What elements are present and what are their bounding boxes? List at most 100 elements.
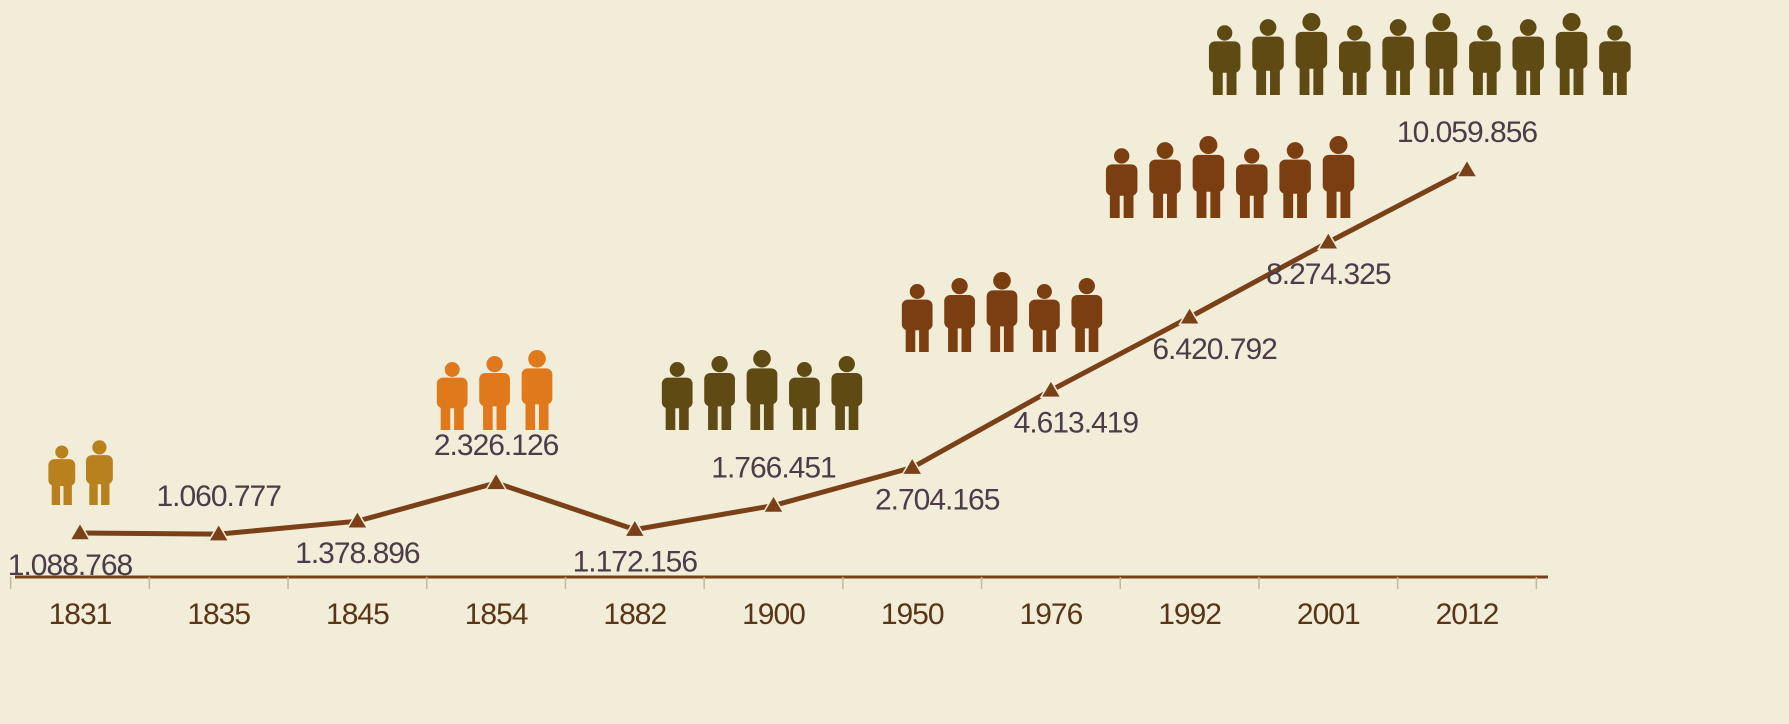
data-marker [623, 518, 647, 538]
person-leg [1386, 64, 1397, 95]
person-head [838, 356, 855, 373]
person-leg [1210, 185, 1221, 218]
person-head [1199, 136, 1218, 155]
data-marker [68, 521, 92, 541]
x-tick-label: 1835 [187, 598, 250, 631]
person-head [711, 356, 728, 373]
person-body [1252, 36, 1284, 71]
person-body [944, 295, 975, 329]
person-leg [1270, 64, 1280, 95]
data-marker [484, 471, 508, 491]
x-tick-label: 1845 [326, 598, 389, 631]
person-leg [1573, 62, 1584, 95]
person-body [1555, 31, 1588, 69]
person-body [789, 377, 820, 409]
person-head [1477, 25, 1493, 41]
x-tick-label: 1900 [742, 598, 805, 631]
person-leg [1313, 62, 1324, 95]
person-head [909, 284, 925, 299]
person-leg [708, 400, 718, 430]
x-tick-label: 2001 [1297, 598, 1360, 631]
person-leg [1003, 320, 1014, 352]
person-leg [1283, 187, 1294, 218]
person-leg [905, 324, 916, 352]
person-body [1339, 41, 1371, 73]
person-leg [835, 400, 845, 430]
person-head [669, 362, 685, 377]
person-head [528, 350, 546, 368]
value-label: 6.420.792 [1152, 333, 1277, 366]
person-leg [1486, 67, 1497, 95]
people-icon [436, 350, 553, 430]
x-tick-label: 1854 [465, 598, 528, 631]
people-icon [661, 350, 863, 430]
person-leg [101, 479, 110, 505]
person-body [1149, 159, 1181, 194]
person-leg [1123, 190, 1134, 218]
person-leg [919, 324, 929, 352]
person-leg [525, 398, 536, 430]
person-head [1347, 25, 1363, 41]
person-body [661, 377, 693, 409]
person-leg [665, 402, 676, 430]
person-leg [63, 481, 72, 505]
person-leg [1239, 190, 1250, 218]
person-body [901, 299, 933, 331]
people-icon [1105, 136, 1355, 218]
value-label: 2.704.165 [875, 484, 1000, 517]
person-leg [1088, 322, 1099, 352]
person-leg [1559, 62, 1570, 95]
data-marker [1039, 378, 1063, 399]
person-leg [806, 402, 816, 430]
person-head [1156, 142, 1174, 159]
person-leg [1212, 67, 1223, 95]
x-tick-label: 2012 [1436, 598, 1499, 631]
person-body [986, 290, 1018, 327]
person-body [1105, 164, 1138, 196]
person-leg [1340, 185, 1351, 218]
person-body [1469, 41, 1501, 73]
person-leg [51, 481, 61, 505]
person-leg [1256, 64, 1267, 95]
person-leg [1530, 64, 1541, 95]
person-leg [483, 400, 493, 430]
person-leg [1326, 185, 1337, 218]
person-leg [1400, 64, 1410, 95]
data-marker [207, 522, 231, 542]
person-body [1279, 159, 1311, 194]
data-marker [762, 494, 785, 514]
person-head [1432, 13, 1451, 32]
person-head [1217, 25, 1233, 41]
value-label: 1.172.156 [573, 545, 698, 578]
person-leg [1196, 185, 1207, 218]
person-head [753, 350, 771, 368]
person-head [1302, 13, 1321, 32]
person-leg [750, 398, 761, 430]
person-head [1259, 19, 1277, 36]
person-body [831, 373, 863, 407]
data-marker [1316, 230, 1340, 250]
value-label: 4.613.419 [1014, 406, 1139, 439]
person-head [1244, 148, 1260, 164]
person-head [1607, 25, 1623, 41]
value-label: 1.088.768 [8, 549, 133, 582]
person-leg [1109, 190, 1120, 218]
person-leg [1032, 324, 1043, 352]
person-body [1071, 295, 1103, 329]
person-leg [1226, 67, 1237, 95]
x-tick-label: 1976 [1020, 598, 1083, 631]
person-body [1512, 36, 1544, 71]
x-tick-label: 1882 [603, 598, 666, 631]
person-head [1329, 136, 1348, 155]
person-leg [1299, 62, 1310, 95]
person-leg [1046, 324, 1056, 352]
person-body [521, 368, 553, 405]
person-body [1599, 41, 1631, 73]
person-body [436, 377, 468, 409]
person-leg [1356, 67, 1367, 95]
person-body [479, 373, 510, 407]
x-tick-label: 1950 [881, 598, 944, 631]
person-leg [1516, 64, 1527, 95]
